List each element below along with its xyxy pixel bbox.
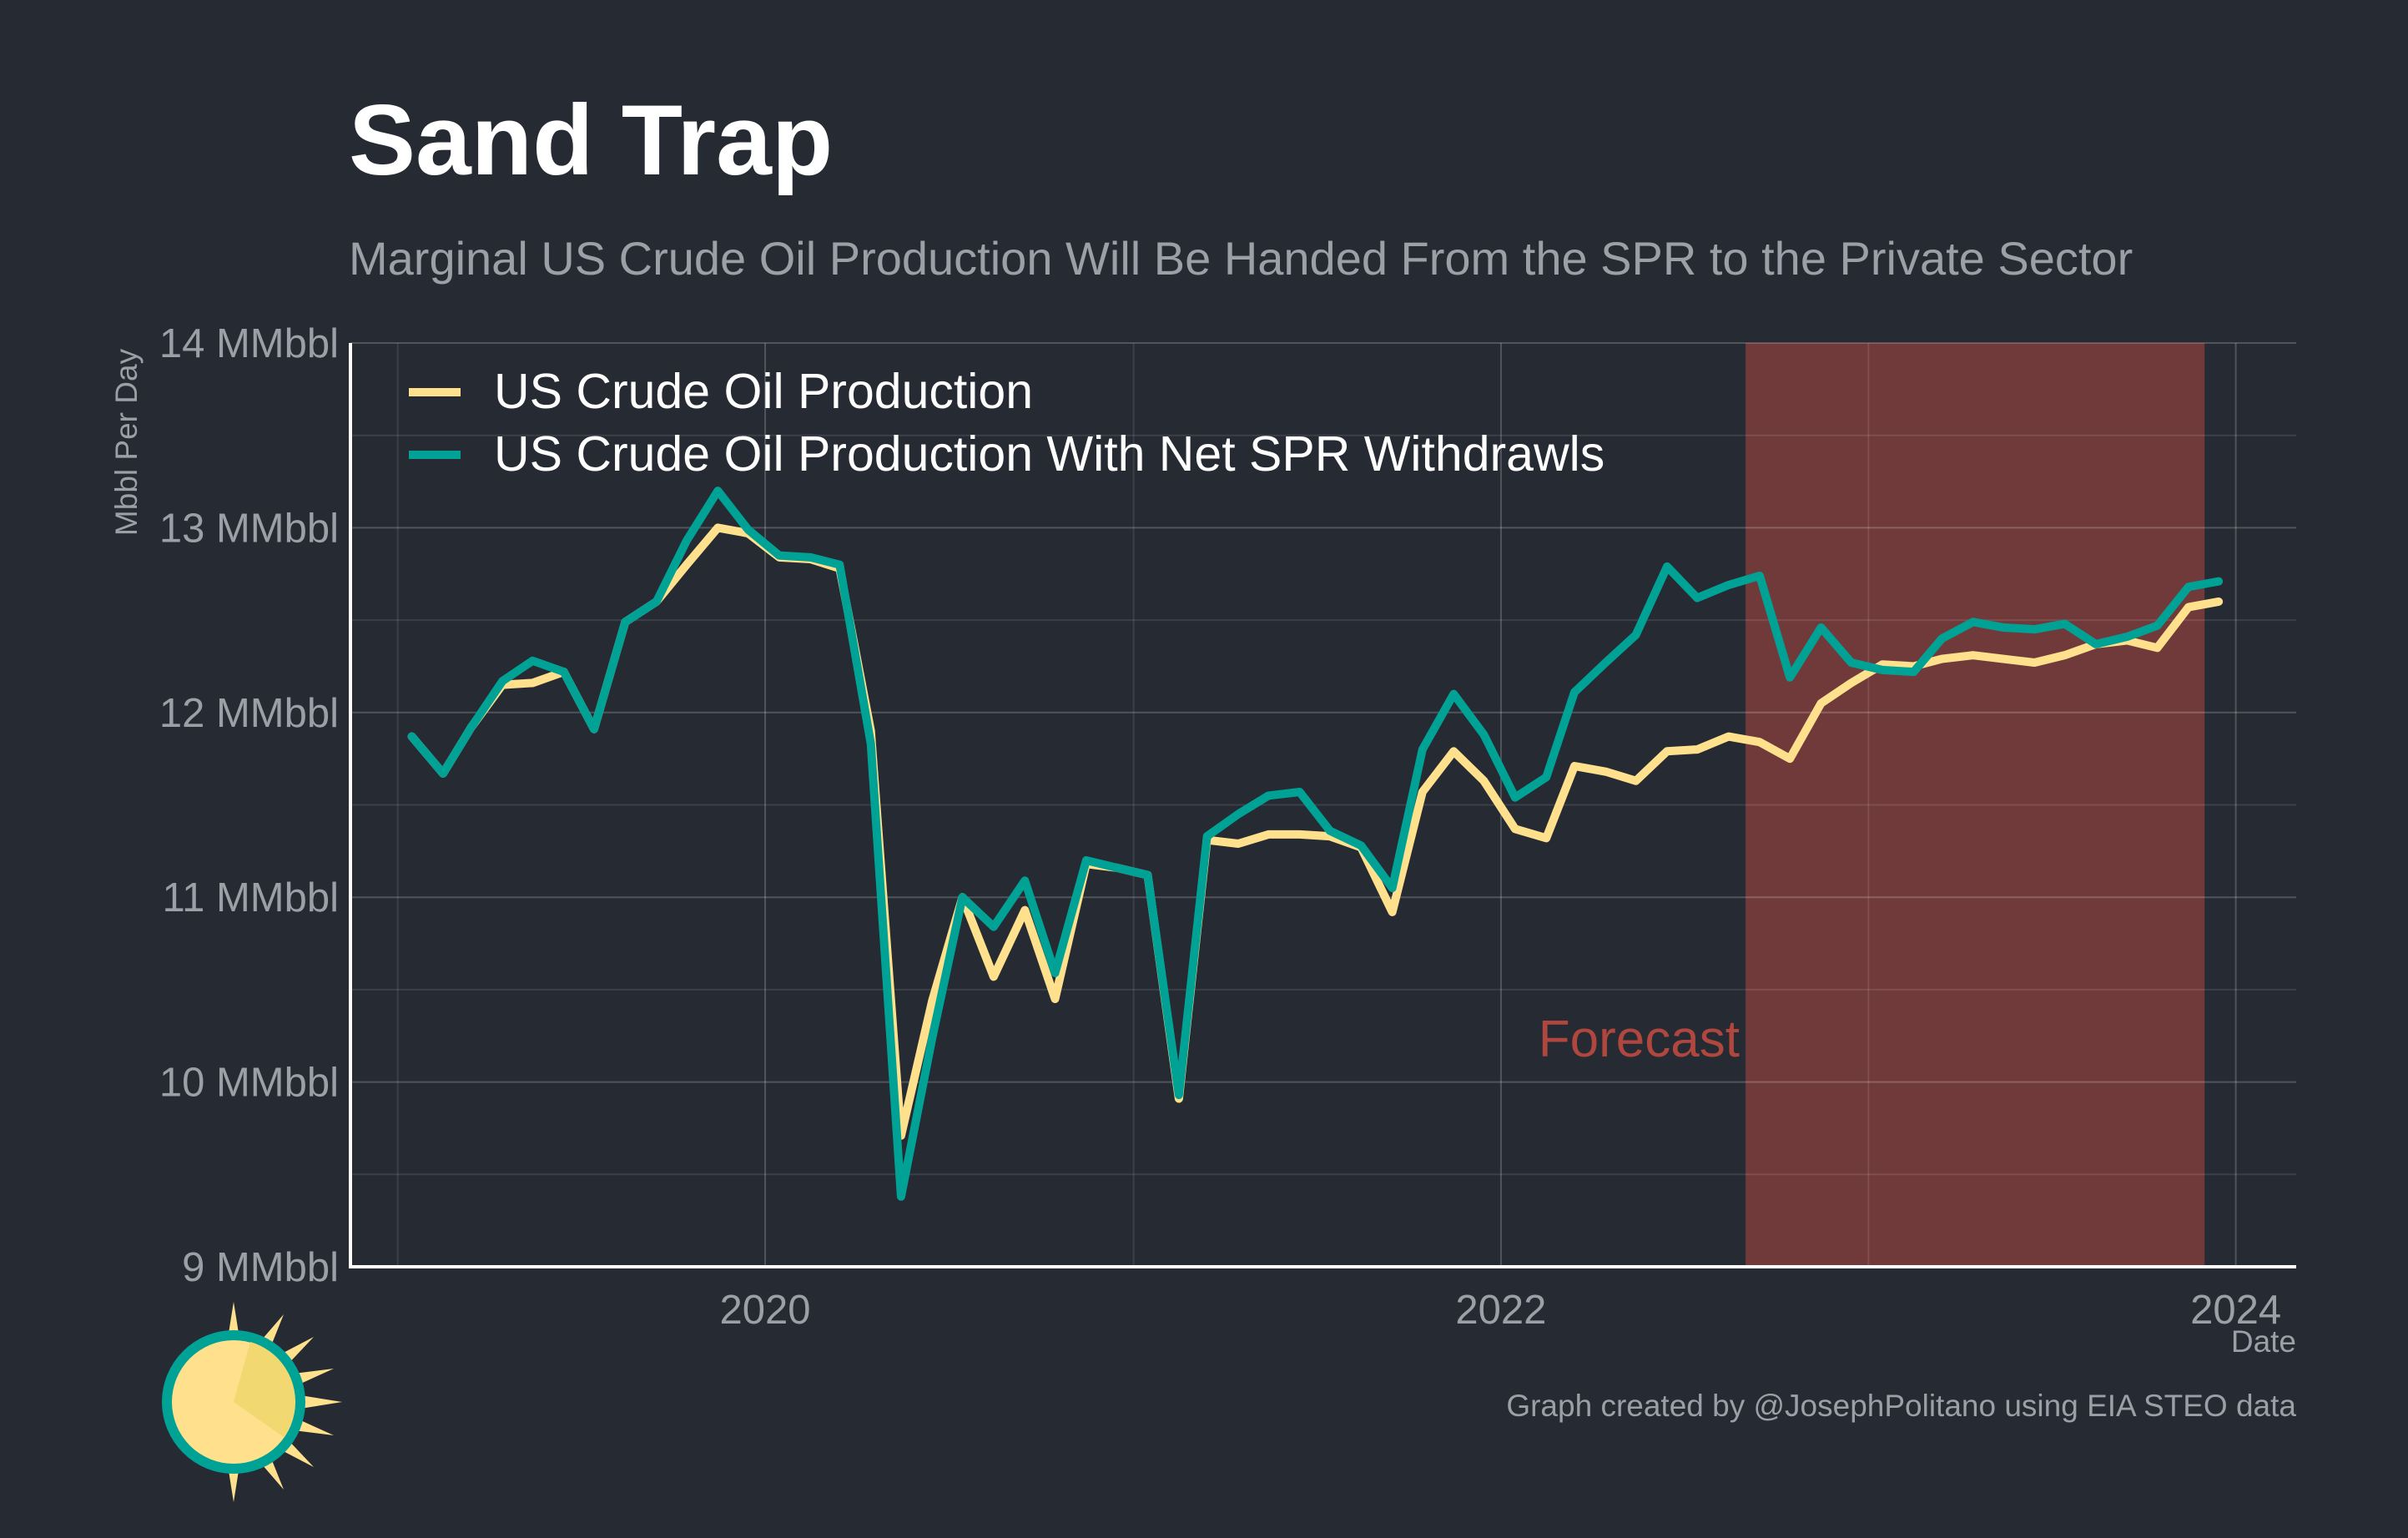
y-axis-title: Mbbl Per Day — [109, 348, 144, 536]
axes — [349, 343, 2296, 1268]
series-lines — [407, 487, 2224, 1201]
y-tick-label: 13 MMbbl — [159, 506, 339, 551]
x-axis-title: Date — [2231, 1324, 2296, 1359]
y-tick-label: 9 MMbbl — [182, 1245, 339, 1290]
y-tick-label: 14 MMbbl — [159, 321, 339, 366]
forecast-band — [1746, 343, 2205, 1267]
x-tick-label: 2024 — [2190, 1288, 2281, 1333]
tick-labels: 9 MMbbl 10 MMbbl 11 MMbbl 12 MMbbl 13 MMbbl 1… — [159, 321, 2281, 1333]
legend-label-production: US Crude Oil Production — [494, 364, 1033, 419]
y-tick-label: 12 MMbbl — [159, 691, 339, 736]
sun-logo-icon — [162, 1302, 342, 1502]
x-tick-label: 2022 — [1455, 1288, 1546, 1333]
legend: US Crude Oil Production US Crude Oil Pro… — [409, 364, 1604, 482]
forecast-annotation: Forecast — [1539, 1011, 1740, 1068]
chart-title: Sand Trap — [349, 84, 834, 196]
gridlines — [350, 342, 2296, 1268]
y-tick-label: 10 MMbbl — [159, 1061, 339, 1106]
legend-label-production-with-spr: US Crude Oil Production With Net SPR Wit… — [494, 426, 1604, 482]
series-line-production-with-spr — [407, 487, 2224, 1201]
source-caption: Graph created by @JosephPolitano using E… — [1506, 1389, 2296, 1423]
y-tick-label: 11 MMbbl — [162, 875, 339, 920]
x-tick-label: 2020 — [720, 1288, 811, 1333]
chart-subtitle: Marginal US Crude Oil Production Will Be… — [349, 232, 2133, 285]
forecast-band-layer — [1746, 343, 2205, 1267]
